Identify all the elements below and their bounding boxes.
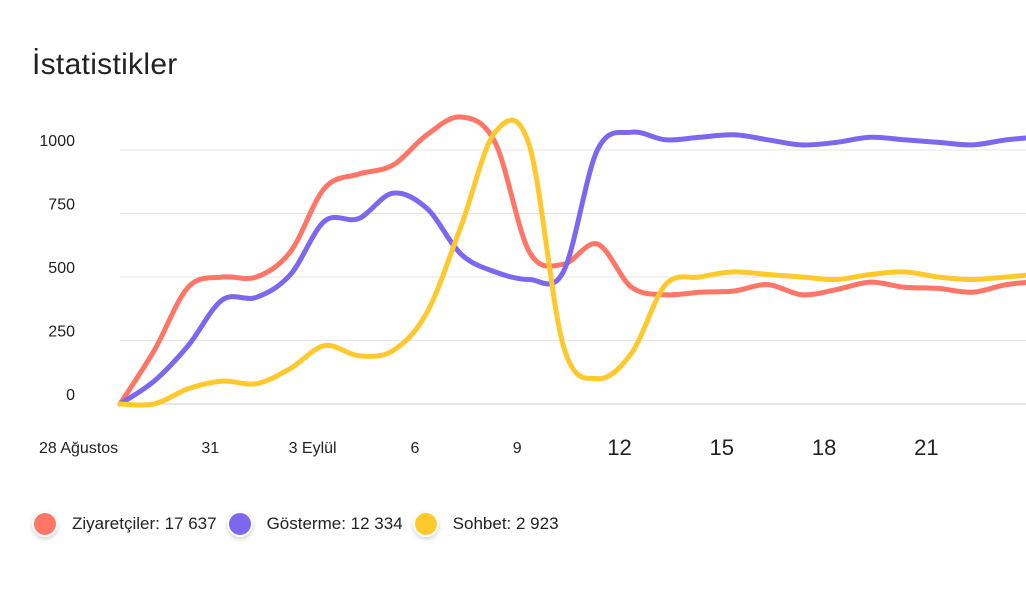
series-line-impressions[interactable] [117, 129, 1026, 407]
chart-title: İstatistikler [32, 48, 178, 81]
x-tick-label: 3 Eylül [289, 440, 337, 457]
line-chart: 0 250 500 750 1000 28 Ağustos 31 3 Eylül 6 9 12 15… [39, 114, 1026, 460]
y-tick-label: 750 [48, 197, 75, 214]
grid-lines [120, 149, 1026, 405]
legend: Ziyaretçiler: 17 637 Gösterme: 12 334 So… [32, 510, 569, 538]
y-axis-ticks: 0 250 500 750 1000 [39, 133, 75, 404]
series-lines [117, 114, 1026, 408]
series-line-visitors[interactable] [117, 114, 1026, 407]
x-tick-label: 18 [812, 435, 836, 460]
legend-dot-impressions [226, 511, 253, 537]
x-tick-label: 15 [710, 435, 734, 460]
legend-label-chats: Sohbet: 2 923 [452, 514, 559, 533]
x-axis-ticks: 28 Ağustos 31 3 Eylül 6 9 12 15 18 21 [39, 435, 939, 460]
x-tick-label: 6 [410, 440, 419, 457]
legend-label-visitors: Ziyaretçiler: 17 637 [72, 514, 217, 533]
x-tick-label: 28 Ağustos [39, 440, 118, 457]
legend-dot-chats [412, 511, 439, 537]
legend-item-chats[interactable]: Sohbet: 2 923 [412, 511, 559, 537]
y-tick-label: 0 [66, 387, 75, 404]
x-tick-label: 12 [607, 435, 631, 460]
legend-label-impressions: Gösterme: 12 334 [266, 514, 403, 533]
y-tick-label: 500 [48, 260, 75, 277]
y-tick-label: 250 [48, 324, 75, 341]
legend-dot-visitors [32, 511, 58, 537]
legend-item-visitors[interactable]: Ziyaretçiler: 17 637 [32, 511, 217, 537]
y-tick-label: 1000 [39, 133, 75, 150]
x-tick-label: 31 [201, 440, 219, 457]
x-tick-label: 9 [513, 440, 522, 457]
series-line-chats[interactable] [117, 117, 1026, 408]
x-tick-label: 21 [914, 435, 938, 460]
legend-item-impressions[interactable]: Gösterme: 12 334 [226, 511, 403, 537]
